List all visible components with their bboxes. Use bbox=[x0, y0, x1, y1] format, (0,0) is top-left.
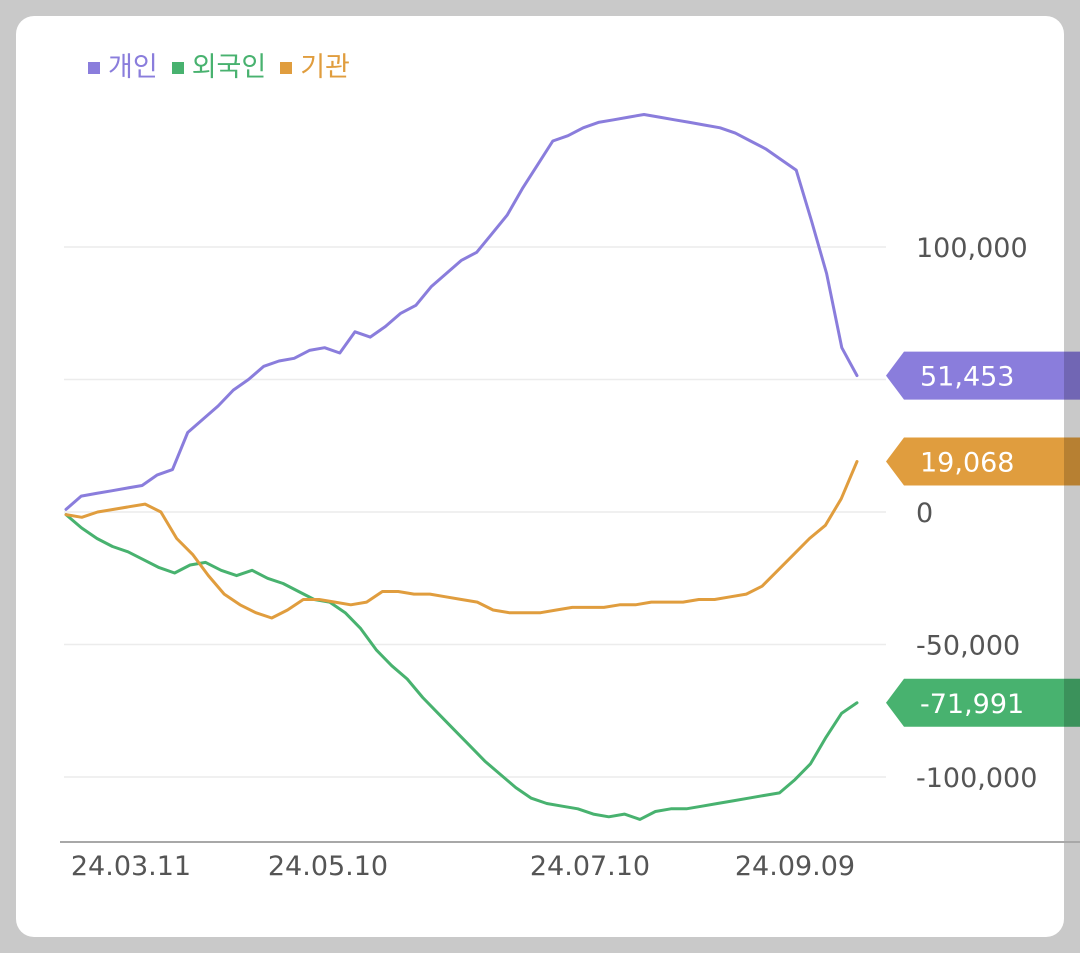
value-tag-institution-label: 19,068 bbox=[920, 447, 1014, 478]
chart-card bbox=[16, 16, 1064, 937]
series-line-institution bbox=[64, 460, 859, 620]
value-tag-institution-bg bbox=[886, 437, 1080, 486]
legend-label-individual: 개인 bbox=[108, 52, 158, 83]
value-tag-foreign-bg bbox=[886, 678, 1080, 727]
y-tick-label-1: 0 bbox=[916, 498, 933, 529]
y-tick-label-3: -100,000 bbox=[916, 763, 1037, 794]
legend-item-institution: 기관 bbox=[280, 50, 350, 86]
value-tag-institution-edge bbox=[1064, 437, 1080, 486]
legend-swatch-individual bbox=[88, 62, 100, 74]
y-tick-label-2: -50,000 bbox=[916, 631, 1020, 662]
legend-swatch-foreign bbox=[171, 62, 184, 74]
legend-item-foreign: 외국인 bbox=[171, 50, 267, 86]
x-tick-label-2: 24.07.10 bbox=[530, 851, 650, 882]
value-tag-individual-edge bbox=[1064, 351, 1080, 400]
x-tick-label-3: 24.09.09 bbox=[735, 851, 855, 882]
series-line-foreign bbox=[64, 513, 859, 821]
x-tick-label-1: 24.05.10 bbox=[268, 851, 388, 882]
legend-item-individual: 개인 bbox=[88, 50, 158, 86]
x-tick-label-0: 24.03.11 bbox=[71, 851, 191, 882]
y-tick-label-0: 100,000 bbox=[916, 233, 1028, 264]
value-tag-foreign-label: -71,991 bbox=[920, 689, 1024, 720]
value-tag-individual-label: 51,453 bbox=[920, 362, 1014, 393]
legend-label-foreign: 외국인 bbox=[191, 52, 267, 83]
legend-swatch-institution bbox=[280, 62, 293, 74]
series-line-individual bbox=[64, 113, 859, 511]
legend-label-institution: 기관 bbox=[300, 52, 350, 83]
chart-legend: 개인 외국인 기관 bbox=[88, 50, 364, 86]
value-tag-individual-bg bbox=[886, 351, 1080, 400]
value-tag-foreign-edge bbox=[1064, 678, 1080, 727]
